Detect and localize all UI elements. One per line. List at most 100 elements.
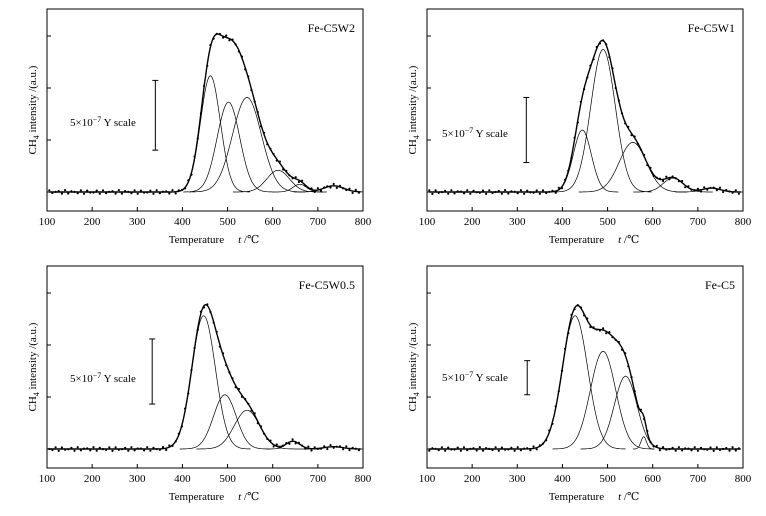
data-point (329, 444, 332, 447)
data-point (231, 38, 234, 41)
data-point (472, 189, 475, 192)
data-point (589, 326, 592, 329)
data-point (709, 446, 712, 449)
data-point (307, 445, 310, 448)
data-point (592, 58, 595, 61)
data-point (602, 327, 605, 330)
fit-peak (546, 129, 619, 193)
data-point (199, 310, 202, 313)
data-point (696, 449, 700, 452)
x-tick-label: 700 (310, 216, 327, 228)
data-point (722, 447, 725, 451)
data-point (554, 405, 557, 408)
data-point (690, 449, 693, 452)
data-point (319, 447, 323, 450)
data-point (108, 446, 111, 449)
x-tick-label: 700 (690, 473, 707, 485)
data-point (304, 447, 307, 450)
data-point (456, 190, 459, 193)
data-point (500, 192, 503, 195)
data-point (703, 448, 706, 451)
data-point (313, 190, 316, 193)
data-point (316, 187, 319, 190)
data-point (161, 446, 165, 449)
data-point (146, 446, 149, 449)
fit-peak (578, 142, 687, 193)
data-point (554, 191, 557, 194)
data-point (180, 188, 184, 192)
data-point (668, 178, 671, 181)
data-point (288, 442, 291, 445)
data-point (92, 191, 95, 194)
data-point (108, 190, 111, 193)
data-point (437, 191, 440, 194)
data-point (526, 447, 529, 450)
data-point (494, 446, 497, 449)
data-point (143, 449, 146, 452)
data-point (174, 192, 177, 195)
data-point (510, 446, 513, 449)
data-point (335, 186, 338, 189)
data-point (82, 447, 86, 450)
data-point (516, 446, 519, 449)
data-point (611, 336, 614, 339)
data-point (158, 192, 161, 195)
data-point (64, 189, 67, 192)
x-tick-label: 100 (39, 473, 56, 485)
data-point (294, 176, 297, 179)
data-point (155, 189, 158, 192)
data-point (316, 447, 319, 450)
x-tick-label: 600 (264, 216, 281, 228)
data-point (332, 446, 335, 449)
y-axis-label: CH4 intensity /(a.u.) (27, 65, 41, 154)
plot-frame (426, 265, 744, 469)
data-point (218, 32, 221, 36)
fit-peak (524, 315, 626, 450)
plot-frame (46, 265, 364, 469)
data-point (345, 445, 348, 448)
data-point (725, 188, 728, 192)
plot-frame (426, 8, 744, 212)
panel-title: Fe-C5W1 (688, 21, 735, 35)
y-axis-label: CH4 intensity /(a.u.) (27, 322, 41, 411)
data-point (573, 308, 576, 311)
data-point (354, 447, 357, 450)
data-point (636, 142, 639, 145)
data-point (158, 448, 161, 451)
data-point (579, 306, 583, 309)
data-point (431, 192, 434, 195)
data-point (101, 189, 105, 192)
data-point (263, 432, 266, 435)
data-point (250, 409, 253, 412)
data-point (605, 43, 608, 46)
data-point (573, 136, 576, 139)
data-point (222, 352, 225, 355)
x-tick-label: 500 (599, 473, 616, 485)
x-axis-label: Temperature t /℃ (549, 234, 640, 246)
data-point (351, 191, 354, 194)
data-point (560, 369, 564, 372)
data-point (338, 184, 342, 187)
data-point (491, 448, 494, 452)
data-point (450, 189, 453, 192)
data-point (130, 446, 133, 449)
data-point (633, 390, 636, 393)
data-point (513, 449, 516, 452)
data-point (617, 340, 621, 344)
data-point (117, 448, 120, 451)
data-point (500, 446, 503, 449)
data-point (234, 386, 237, 389)
data-point (342, 187, 345, 190)
data-point (237, 387, 240, 391)
data-point (646, 429, 649, 433)
data-point (64, 448, 67, 451)
data-point (323, 445, 326, 448)
x-tick-label: 300 (129, 473, 146, 485)
data-point (190, 173, 193, 176)
data-point (488, 189, 491, 192)
data-point (529, 449, 532, 452)
x-tick-label: 300 (509, 473, 526, 485)
data-point (67, 192, 70, 195)
data-point (507, 448, 510, 451)
